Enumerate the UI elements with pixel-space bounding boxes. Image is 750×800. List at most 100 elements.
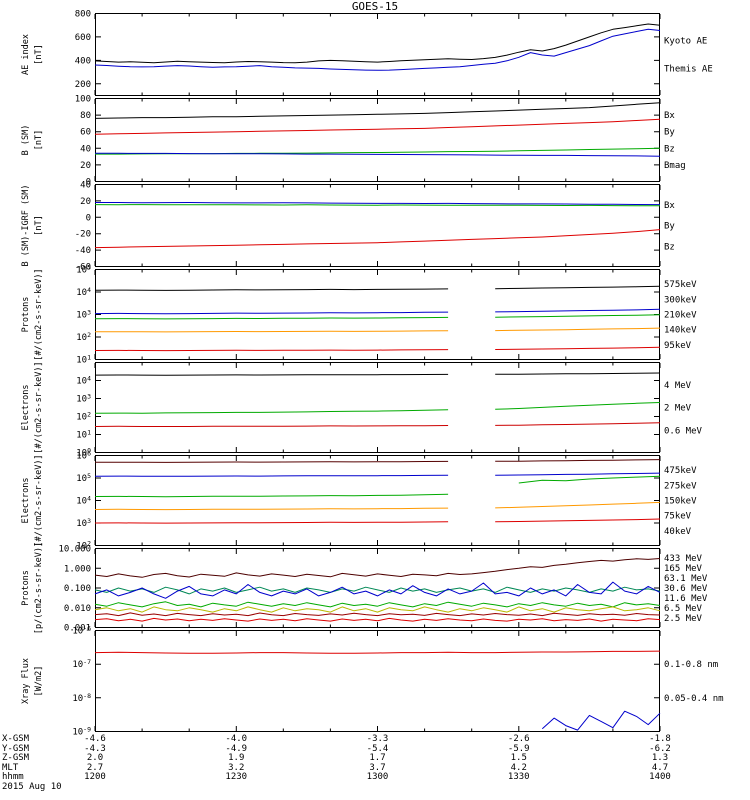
series-line-0.1-0.8-nm [94, 650, 661, 654]
y-tick-label: 106 [76, 450, 91, 462]
exponent: -7 [83, 658, 91, 666]
panel-frame [95, 269, 660, 360]
legend-label-75kev: 75keV [664, 512, 692, 522]
exponent: 4 [87, 495, 91, 503]
x-axis-row-hhmm: hhmm 1200 1230 1300 1330 1400 [0, 772, 750, 782]
y-axis-label: Protons [21, 570, 31, 606]
tick-value: -6.2 [649, 743, 671, 754]
legend-label-2-mev: 2 MeV [664, 404, 692, 414]
legend-label-0.1-0.8-nm: 0.1-0.8 nm [664, 660, 718, 670]
y-tick-label: 103 [76, 309, 91, 321]
tick-value: 1330 [507, 772, 530, 782]
y-axis-units: [#/(cm2-s-sr-keV)] [34, 268, 44, 360]
y-tick-label: 10.000 [58, 545, 91, 555]
y-tick-label: 102 [76, 411, 91, 423]
x-axis-row-mlt: MLT 2.7 3.2 3.7 4.2 4.7 [0, 763, 750, 773]
legend-label-bz: Bz [664, 144, 675, 154]
y-tick-label: 10-6 [72, 625, 91, 637]
y-tick-label: 60 [80, 128, 91, 138]
tick-value: 1.3 [651, 753, 669, 763]
panel-svg-ae-index: 800 600 400 200 AE index [nT] Kyoto AE Themis A… [21, 10, 713, 96]
panel-svg-b-sm: 100 80 60 40 20 0 B (SM) [nT] Bx By Bz Bmag [21, 95, 686, 188]
y-tick-label: 103 [76, 393, 91, 405]
y-tick-label: 800 [75, 10, 91, 20]
x-axis-block: X-GSM -4.6 -4.0 -3.3 -2.6 -1.8 Y-GSM -4.3 -4.9 -5… [0, 734, 750, 792]
series-line-kyoto-ae [94, 28, 661, 71]
y-tick-label: 20 [80, 161, 91, 171]
tick-value: -4.6 [84, 734, 106, 744]
series-line-30.6-mev [94, 601, 661, 608]
y-tick-label: 102 [76, 331, 91, 343]
legend-label-bx: Bx [664, 111, 675, 121]
y-axis-units: [p/(cm2-s-sr-keV)] [34, 542, 44, 634]
panel-frame [95, 98, 660, 182]
series-line-150kev [94, 475, 661, 498]
y-tick-label: 600 [75, 33, 91, 43]
tick-value: -4.9 [225, 743, 248, 754]
exponent: 3 [87, 393, 91, 401]
panel-electrons-kev: 106 105 104 103 102 Electrons [#/(cm2-s-sr-keV… [0, 450, 750, 552]
legend-label-bz: Bz [664, 242, 675, 252]
exponent: 4 [87, 375, 91, 383]
legend-label-575kev: 575keV [664, 280, 697, 290]
y-tick-label: 10-8 [72, 692, 91, 704]
legend-label-210kev: 210keV [664, 311, 697, 321]
tick-value: -5.9 [507, 743, 530, 754]
exponent: 6 [87, 450, 91, 458]
tick-value: -3.3 [366, 734, 389, 744]
y-axis-label: AE index [21, 34, 31, 75]
y-axis-units: [nT] [34, 44, 44, 64]
series-line-95kev [94, 285, 661, 291]
y-tick-label: 104 [76, 375, 91, 387]
legend-label-bmag: Bmag [664, 161, 686, 171]
legend-label-4-mev: 4 MeV [664, 381, 692, 391]
panel-electrons-mev: 104 103 102 101 100 Electrons [#/(cm2-s-sr-keV… [0, 361, 750, 458]
y-axis-units: [W/m2] [34, 666, 44, 697]
legend-label-by: By [664, 222, 675, 232]
series-line-475kev [94, 518, 661, 524]
y-tick-label: -20 [75, 230, 91, 240]
y-axis-units: [#/(cm2-s-sr-keV)] [34, 454, 44, 546]
series-line-bx [95, 202, 661, 206]
series-line-11.6-mev [94, 581, 661, 599]
series-line-2-mev [94, 402, 661, 414]
y-tick-label: 104 [76, 495, 91, 507]
x-axis-row-y-gsm: Y-GSM -4.3 -4.9 -5.4 -5.9 -6.2 [0, 744, 750, 754]
series-line-300kev [94, 308, 661, 315]
legend-label-40kev: 40keV [664, 527, 692, 537]
tick-value: 1400 [649, 772, 671, 782]
panel-protons-mev: 10.000 1.000 0.100 0.010 0.001 Protons [p/(cm2… [0, 542, 750, 634]
series-line-bz [94, 118, 661, 135]
legend-label-by: By [664, 128, 675, 138]
panel-frame [95, 362, 660, 453]
series-line-275kev [94, 501, 661, 511]
y-axis-units: [nT] [34, 215, 44, 235]
legend-label-95kev: 95keV [664, 341, 692, 351]
series-line-165-mev [94, 612, 661, 617]
legend-label-0.6-mev: 0.6 MeV [664, 426, 703, 436]
legend-label-475kev: 475keV [664, 466, 697, 476]
y-tick-label: 400 [75, 56, 91, 66]
y-tick-label: 0.001 [64, 624, 91, 634]
panel-svg-protons-mev: 10.000 1.000 0.100 0.010 0.001 Protons [p/(cm2… [21, 542, 708, 634]
tick-value: 3.7 [369, 762, 386, 773]
legend-label-kyoto-ae: Kyoto AE [664, 37, 707, 47]
tick-value: 1200 [84, 772, 106, 782]
y-tick-label: 104 [76, 286, 91, 298]
tick-value: 2.7 [86, 762, 104, 773]
y-axis-label: Electrons [21, 477, 31, 523]
tick-value: 1.5 [510, 753, 527, 763]
tick-value: 4.2 [510, 762, 527, 773]
panel-frame [95, 13, 660, 96]
y-axis-label: Electrons [21, 384, 31, 430]
legend-label-433-mev: 433 MeV [664, 554, 703, 564]
legend-label-275kev: 275keV [664, 481, 697, 491]
exponent: 2 [87, 540, 91, 548]
series-line-4-mev [94, 422, 661, 427]
y-axis-units: [nT] [34, 130, 44, 150]
y-axis-label: B (SM) [21, 125, 31, 156]
series-line-40kev [94, 459, 661, 463]
exponent: 1 [87, 429, 91, 437]
exponent: -6 [83, 625, 91, 633]
